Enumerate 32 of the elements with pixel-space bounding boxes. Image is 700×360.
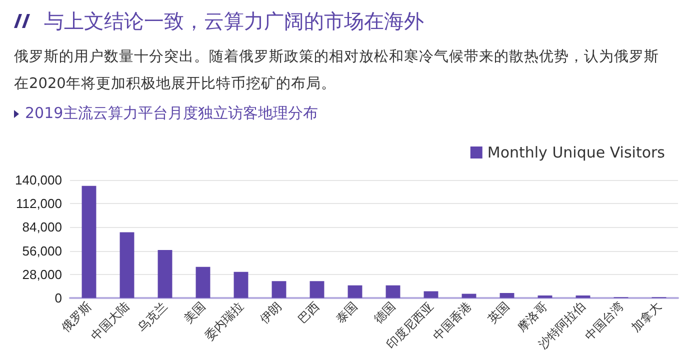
bar	[500, 292, 514, 298]
chart-title: 2019主流云算力平台月度独立访客地理分布	[25, 104, 318, 123]
x-tick-label: 伊朗	[257, 299, 284, 326]
bar	[158, 250, 172, 298]
x-tick-label: 巴西	[295, 299, 322, 326]
legend-label: Monthly Unique Visitors	[487, 144, 666, 162]
y-tick-label: 112,000	[16, 196, 62, 212]
bar	[120, 232, 134, 298]
bar	[462, 294, 476, 298]
y-tick-label: 56,000	[22, 243, 62, 258]
bar	[82, 186, 96, 298]
x-tick-label: 美国	[181, 299, 208, 326]
y-tick-label: 28,000	[22, 266, 62, 282]
x-tick-label: 加拿大	[628, 299, 664, 334]
text: 与上文结论一致，云算力广阔的市场在海外	[44, 8, 424, 35]
bar	[576, 295, 590, 298]
x-tick-label: 泰国	[333, 299, 360, 326]
y-tick-label: 84,000	[22, 220, 62, 235]
bar	[272, 281, 286, 298]
x-tick-label: 德国	[371, 299, 398, 326]
x-tick-label: 乌克兰	[134, 299, 170, 334]
x-tick-label: 英国	[485, 299, 512, 326]
bar	[386, 285, 400, 298]
bar	[348, 285, 362, 298]
bar	[196, 266, 210, 298]
bar	[424, 291, 438, 298]
y-tick-label: 140,000	[15, 172, 62, 188]
bar	[310, 281, 324, 298]
y-tick-label: 0	[54, 290, 62, 306]
bar	[538, 295, 552, 298]
text: 俄罗斯的用户数量十分突出。随着俄罗斯政策的相对放松和寒冷气候带来的散热优势，认为俄罗斯在2020年将更加积极地展开比特币挖矿的布局。	[14, 48, 660, 94]
bar	[234, 272, 248, 298]
